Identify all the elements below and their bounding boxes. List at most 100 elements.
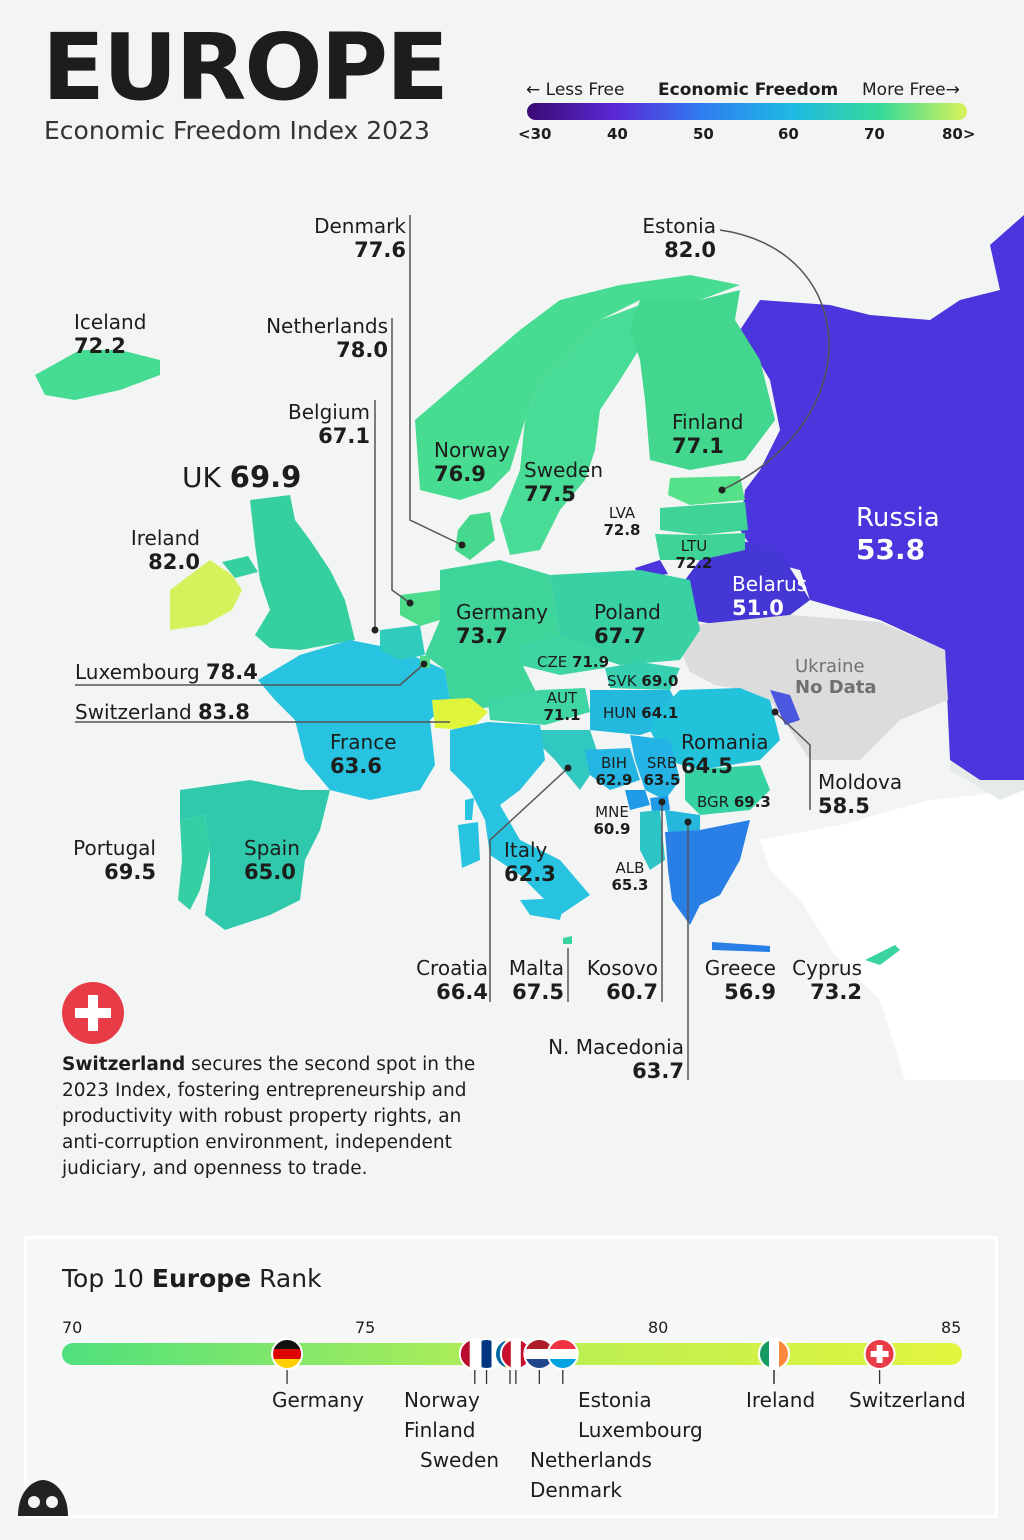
serbia-shape [630,735,680,800]
rank-label-switzerland: Switzerland [849,1388,966,1412]
rank-marker-switzerland [863,1338,896,1370]
publisher-logo-icon [18,1480,68,1516]
rank-marker-germany [271,1338,304,1370]
rank-label-finland: Finland [404,1418,476,1442]
label-russia: Russia 53.8 [856,503,940,566]
italy-shape [450,722,590,915]
france-shape [258,640,450,800]
label-belarus: Belarus 51.0 [732,572,808,620]
rank-label-norway: Norway [404,1388,480,1412]
rank-label-luxembourg: Luxembourg [578,1418,703,1442]
legend-tick: <30 [518,125,552,143]
rank-axis-tick: 75 [355,1318,376,1337]
rank-label-germany: Germany [272,1388,364,1412]
rank-label-netherlands: Netherlands [530,1448,652,1472]
leader-lines [75,215,830,1080]
label-hungary: HUN 64.1 [603,704,679,722]
legend-tick: 70 [864,125,885,143]
rank-label-ireland: Ireland [746,1388,816,1412]
label-iceland: Iceland 72.2 [74,310,147,358]
montenegro-shape [625,790,650,810]
label-bulgaria: BGR 69.3 [697,793,771,811]
callout-country: Switzerland [62,1054,186,1075]
legend-tick: 50 [693,125,714,143]
label-malta: Malta 67.5 [508,956,564,1004]
uk-shape [250,495,355,650]
north-macedonia-shape [665,810,700,832]
label-czechia: CZE 71.9 [537,653,610,671]
slovenia-croatia-shape [540,730,600,790]
sardinia-shape [458,822,480,868]
label-netherlands: Netherlands 78.0 [266,314,388,362]
poland-shape [550,570,700,665]
label-denmark: Denmark 77.6 [314,214,406,262]
rank-axis-tick: 80 [648,1318,669,1337]
label-norway: Norway 76.9 [434,438,510,486]
label-germany: Germany 73.7 [456,600,548,648]
rank-label-estonia: Estonia [578,1388,652,1412]
label-ukraine: Ukraine No Data [795,656,877,698]
legend-title: Economic Freedom [658,80,839,100]
bulgaria-shape [685,765,770,815]
portugal-shape [178,815,210,910]
sicily-shape [520,898,565,920]
legend-color-bar [527,103,967,120]
austria-shape [488,688,590,725]
label-austria: AUT 71.1 [543,689,581,724]
legend-less-free: ← Less Free [526,80,625,100]
bosnia-shape [585,748,640,790]
romania-shape [650,688,780,770]
label-cyprus: Cyprus 73.2 [792,956,862,1004]
label-spain: Spain 65.0 [244,836,300,884]
norway-shape [415,275,740,500]
albania-shape [640,810,665,870]
europe-map [35,215,1024,1080]
sweden-shape [500,305,645,555]
page-title: EUROPE [42,14,449,121]
label-lithuania: LTU 72.2 [675,537,713,572]
swiss-flag-icon [62,982,124,1044]
label-portugal: Portugal 69.5 [73,836,156,884]
cyprus-shape [865,945,900,965]
rank-axis-tick: 70 [62,1318,83,1337]
label-albania: ALB 65.3 [611,859,649,894]
northern-ireland-shape [222,556,258,578]
moldova-shape [770,690,800,725]
label-italy: Italy 62.3 [504,838,556,886]
corsica-shape [465,798,474,820]
label-belgium: Belgium 67.1 [288,400,370,448]
ireland-shape [170,560,242,630]
greece-shape [665,820,750,925]
legend-more-free: More Free→ [862,80,960,100]
label-latvia: LVA 72.8 [603,504,641,539]
legend-tick: 40 [607,125,628,143]
finland-shape [630,290,775,470]
label-poland: Poland 67.7 [594,600,661,648]
leader-dots [371,486,779,826]
label-kosovo: Kosovo 60.7 [586,956,658,1004]
greek-islands [712,942,770,952]
belgium-shape [380,625,425,660]
lithuania-shape [655,533,745,560]
rank-marker-ireland [758,1338,790,1370]
label-greece: Greece 56.9 [704,956,776,1004]
label-bosnia: BIH 62.9 [595,754,633,789]
callout-text: secures the second spot in the 2023 Inde… [62,1054,476,1179]
legend-tick: 60 [778,125,799,143]
russia-shape [740,215,1024,780]
label-montenegro: MNE 60.9 [593,803,631,838]
belarus-shape [685,540,810,625]
label-france: France 63.6 [330,730,397,778]
ranking-panel [24,1236,998,1518]
label-estonia: Estonia 82.0 [642,214,716,262]
label-sweden: Sweden 77.5 [524,458,604,506]
page-subtitle: Economic Freedom Index 2023 [44,116,430,145]
label-ireland: Ireland 82.0 [130,526,200,574]
label-romania: Romania 64.5 [681,730,769,778]
switzerland-callout: Switzerland secures the second spot in t… [62,1052,482,1182]
label-serbia: SRB 63.5 [643,754,681,789]
ranking-markers [271,1338,896,1384]
czechia-shape [520,635,605,675]
rank-label-sweden: Sweden [420,1448,500,1472]
slovakia-shape [605,662,680,690]
